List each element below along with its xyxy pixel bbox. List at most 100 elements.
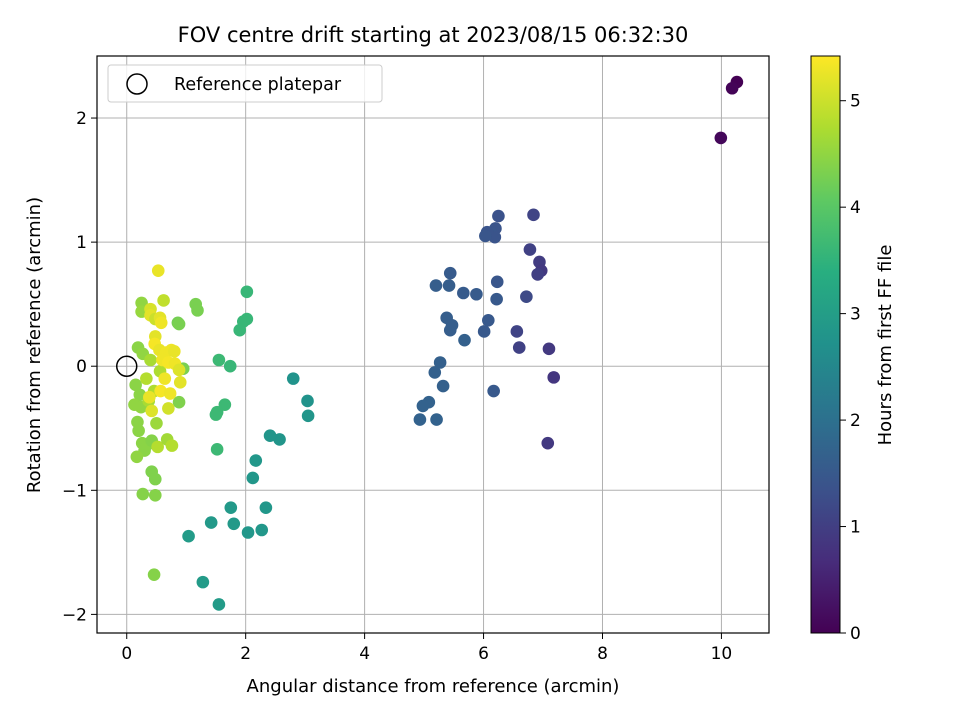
data-point (487, 384, 500, 398)
data-point (172, 395, 186, 409)
data-point (458, 333, 471, 347)
data-point (286, 372, 300, 385)
x-tick-label: 2 (240, 644, 251, 664)
data-point (259, 501, 273, 514)
data-point (301, 409, 315, 423)
data-point (233, 323, 247, 337)
data-point (273, 433, 286, 446)
data-point (470, 287, 483, 301)
x-tick-label: 8 (597, 644, 608, 664)
y-tick-label: −2 (62, 605, 87, 625)
legend-entry-reference: Reference platepar (174, 75, 342, 95)
data-points (128, 75, 744, 611)
data-point (165, 439, 179, 452)
data-point (263, 429, 277, 443)
data-point (479, 229, 492, 243)
data-point (223, 359, 237, 373)
data-point (212, 598, 226, 611)
data-point (436, 379, 450, 393)
data-point (191, 304, 204, 317)
x-axis-ticks: 0 2 4 6 8 10 (121, 633, 732, 664)
data-point (150, 416, 163, 430)
colorbar-label: Hours from first FF file (875, 245, 896, 446)
data-point (527, 208, 540, 222)
data-point (168, 345, 181, 358)
legend-box (107, 64, 383, 103)
data-point (132, 424, 145, 438)
data-point (148, 472, 162, 486)
data-point (163, 387, 177, 400)
data-point (154, 316, 168, 330)
x-tick-label: 4 (359, 644, 370, 664)
data-point (510, 325, 524, 338)
data-point (145, 404, 159, 418)
data-point (547, 371, 561, 384)
data-point (158, 372, 172, 385)
data-point (523, 243, 537, 256)
data-point (430, 413, 443, 426)
data-point (162, 402, 175, 415)
reference-platepar-marker (115, 355, 138, 377)
data-point (173, 376, 187, 389)
data-point (482, 314, 495, 327)
data-point (429, 279, 443, 292)
data-point (490, 275, 504, 289)
data-point (241, 526, 255, 539)
colorbar-tick-label: 4 (850, 198, 861, 218)
data-point (301, 394, 314, 408)
legend-marker-icon (126, 73, 148, 95)
colorbar-tick-label: 2 (850, 411, 861, 431)
data-point (725, 81, 739, 95)
data-point (240, 285, 254, 299)
x-axis-label: Angular distance from reference (arcmin) (247, 676, 620, 697)
colorbar-tick-label: 3 (850, 305, 861, 325)
data-point (172, 317, 186, 331)
x-tick-label: 10 (711, 644, 733, 664)
data-point (246, 471, 260, 485)
data-point (490, 292, 503, 306)
colorbar-tick-label: 5 (850, 92, 861, 112)
colorbar-ticks: 0 1 2 3 4 5 (840, 92, 861, 644)
data-point (154, 384, 167, 398)
data-point (442, 279, 456, 292)
y-tick-label: 0 (76, 357, 87, 377)
colorbar-tick-label: 1 (850, 518, 861, 538)
data-point (212, 353, 226, 367)
data-point (443, 266, 457, 280)
grid-lines (97, 56, 769, 633)
data-point (477, 325, 491, 338)
data-point (209, 408, 223, 421)
data-point (148, 488, 162, 502)
data-point (714, 131, 728, 145)
data-point (255, 523, 269, 537)
data-point (457, 286, 470, 300)
data-point (210, 443, 224, 456)
data-point (433, 356, 447, 369)
data-point (151, 440, 164, 454)
plot-frame (96, 55, 770, 634)
data-point (135, 296, 148, 310)
data-point (428, 366, 442, 379)
y-tick-label: −1 (62, 481, 87, 501)
y-axis-ticks: −2 −1 0 1 2 (62, 109, 97, 625)
data-point (492, 209, 505, 223)
data-point (144, 353, 157, 367)
data-point (182, 529, 195, 543)
data-point (512, 341, 526, 354)
data-point (520, 290, 533, 304)
data-point (172, 363, 186, 377)
data-point (147, 568, 161, 581)
colorbar: 0 1 2 3 4 5 Hours from first FF file (810, 55, 896, 644)
data-point (140, 372, 153, 385)
x-tick-label: 6 (478, 644, 489, 664)
data-point (130, 450, 144, 464)
x-tick-label: 0 (121, 644, 132, 664)
data-point (531, 268, 544, 281)
data-point (416, 399, 430, 413)
data-point (542, 342, 556, 356)
data-point (541, 436, 555, 450)
colorbar-tick-label: 0 (850, 624, 861, 644)
data-point (413, 413, 427, 426)
data-point (151, 264, 165, 277)
